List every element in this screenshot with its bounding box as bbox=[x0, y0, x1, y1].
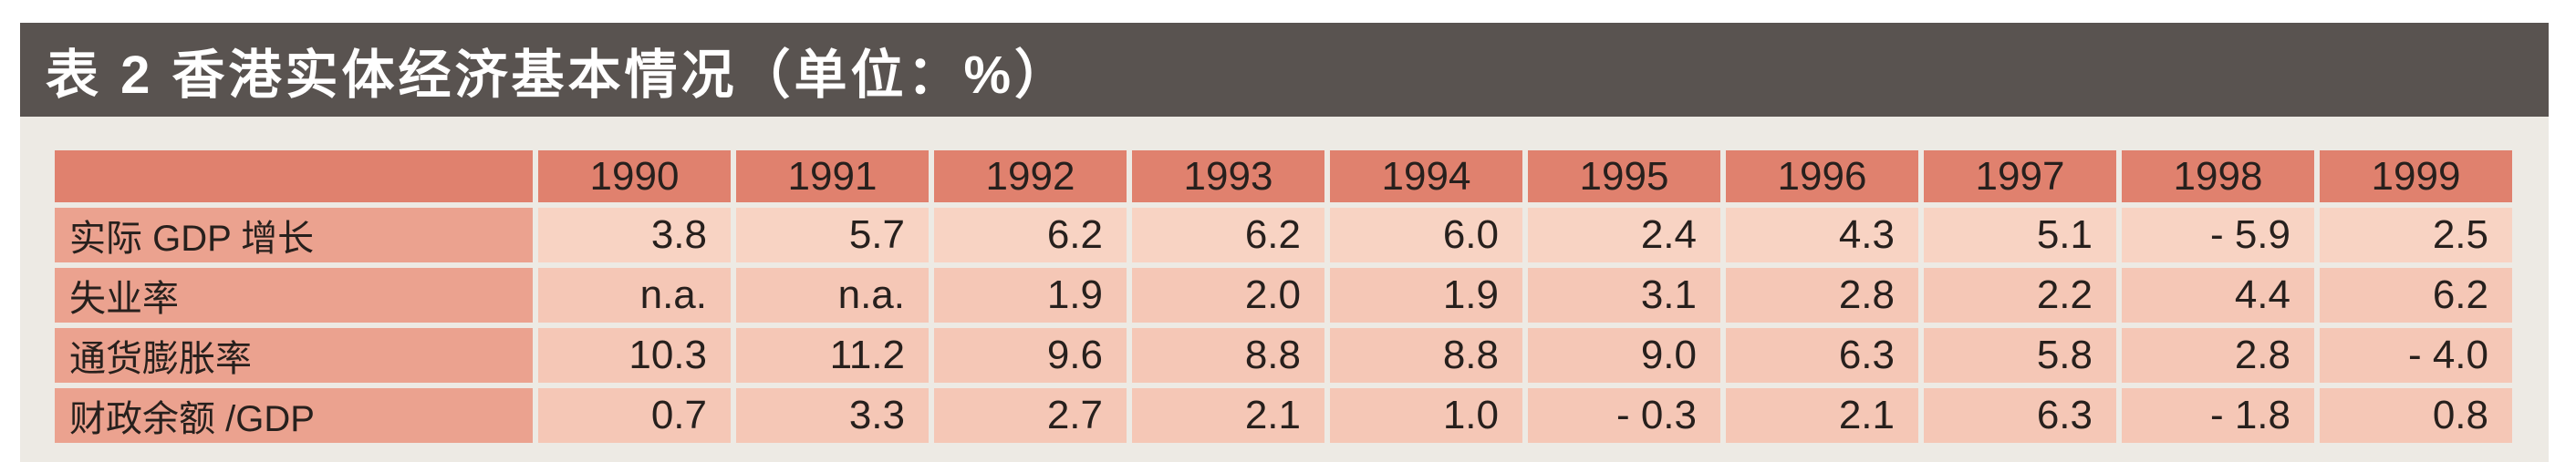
corner-cell bbox=[55, 150, 533, 202]
value-cell: 2.7 bbox=[934, 388, 1127, 443]
value-cell: 6.2 bbox=[1132, 208, 1324, 262]
value-cell: 5.7 bbox=[736, 208, 929, 262]
year-header-cell: 1997 bbox=[1924, 150, 2116, 202]
value-cell: 2.8 bbox=[2122, 328, 2314, 383]
value-cell: 9.6 bbox=[934, 328, 1127, 383]
table-row: 通货膨胀率 10.3 11.2 9.6 8.8 8.8 9.0 6.3 5.8 2.8- 4.0 bbox=[55, 328, 2512, 383]
table-header-row: 1990 1991 1992 1993 1994 1995 1996 1997 1998 1999 bbox=[55, 150, 2512, 202]
value-cell: 2.8 bbox=[1726, 268, 1918, 323]
value-cell: 1.9 bbox=[934, 268, 1127, 323]
row-label-cell: 财政余额 /GDP bbox=[55, 388, 533, 443]
value-cell: 2.1 bbox=[1132, 388, 1324, 443]
table-row: 失业率 n.a. n.a. 1.9 2.0 1.9 3.1 2.8 2.2 4.4 6.2 bbox=[55, 268, 2512, 323]
value-cell: 6.0 bbox=[1330, 208, 1522, 262]
value-cell: 0.7 bbox=[538, 388, 731, 443]
value-cell: 6.2 bbox=[2320, 268, 2512, 323]
year-header-cell: 1999 bbox=[2320, 150, 2512, 202]
value-cell: 6.2 bbox=[934, 208, 1127, 262]
value-cell: 8.8 bbox=[1132, 328, 1324, 383]
year-header-cell: 1994 bbox=[1330, 150, 1522, 202]
value-cell: 4.3 bbox=[1726, 208, 1918, 262]
value-cell: 2.0 bbox=[1132, 268, 1324, 323]
value-cell: 2.4 bbox=[1528, 208, 1720, 262]
value-cell: 5.8 bbox=[1924, 328, 2116, 383]
value-cell: 6.3 bbox=[1726, 328, 1918, 383]
table-body: 实际 GDP 增长 3.8 5.7 6.2 6.2 6.0 2.4 4.3 5.1- 5.9 2.… bbox=[55, 208, 2512, 443]
table-title-bar: 表 2 香港实体经济基本情况（单位：%） bbox=[20, 23, 2549, 117]
value-cell: 4.4 bbox=[2122, 268, 2314, 323]
value-cell: 3.1 bbox=[1528, 268, 1720, 323]
year-header-cell: 1998 bbox=[2122, 150, 2314, 202]
year-header-cell: 1995 bbox=[1528, 150, 1720, 202]
value-cell: 5.1 bbox=[1924, 208, 2116, 262]
value-cell: - 0.3 bbox=[1528, 388, 1720, 443]
value-cell: 6.3 bbox=[1924, 388, 2116, 443]
value-cell: 10.3 bbox=[538, 328, 731, 383]
value-cell: 0.8 bbox=[2320, 388, 2512, 443]
value-cell: 2.5 bbox=[2320, 208, 2512, 262]
year-header-cell: 1996 bbox=[1726, 150, 1918, 202]
table-row: 实际 GDP 增长 3.8 5.7 6.2 6.2 6.0 2.4 4.3 5.1- 5.9 2.… bbox=[55, 208, 2512, 262]
value-cell: 3.3 bbox=[736, 388, 929, 443]
year-header-cell: 1991 bbox=[736, 150, 929, 202]
value-cell: 3.8 bbox=[538, 208, 731, 262]
value-cell: 2.2 bbox=[1924, 268, 2116, 323]
row-label-cell: 失业率 bbox=[55, 268, 533, 323]
value-cell: n.a. bbox=[538, 268, 731, 323]
value-cell: - 1.8 bbox=[2122, 388, 2314, 443]
table-title: 表 2 香港实体经济基本情况（单位：%） bbox=[46, 45, 1072, 105]
value-cell: 9.0 bbox=[1528, 328, 1720, 383]
value-cell: 1.0 bbox=[1330, 388, 1522, 443]
row-label-cell: 实际 GDP 增长 bbox=[55, 208, 533, 262]
data-table: 1990 1991 1992 1993 1994 1995 1996 1997 1998 1999… bbox=[49, 145, 2518, 448]
year-header-cell: 1993 bbox=[1132, 150, 1324, 202]
value-cell: 8.8 bbox=[1330, 328, 1522, 383]
year-header-cell: 1992 bbox=[934, 150, 1127, 202]
value-cell: 2.1 bbox=[1726, 388, 1918, 443]
row-label-cell: 通货膨胀率 bbox=[55, 328, 533, 383]
table-row: 财政余额 /GDP 0.7 3.3 2.7 2.1 1.0- 0.3 2.1 6.3- 1.8… bbox=[55, 388, 2512, 443]
value-cell: n.a. bbox=[736, 268, 929, 323]
value-cell: - 4.0 bbox=[2320, 328, 2512, 383]
table-container: 1990 1991 1992 1993 1994 1995 1996 1997 1998 1999… bbox=[49, 145, 2518, 448]
value-cell: 1.9 bbox=[1330, 268, 1522, 323]
value-cell: 11.2 bbox=[736, 328, 929, 383]
value-cell: - 5.9 bbox=[2122, 208, 2314, 262]
year-header-cell: 1990 bbox=[538, 150, 731, 202]
